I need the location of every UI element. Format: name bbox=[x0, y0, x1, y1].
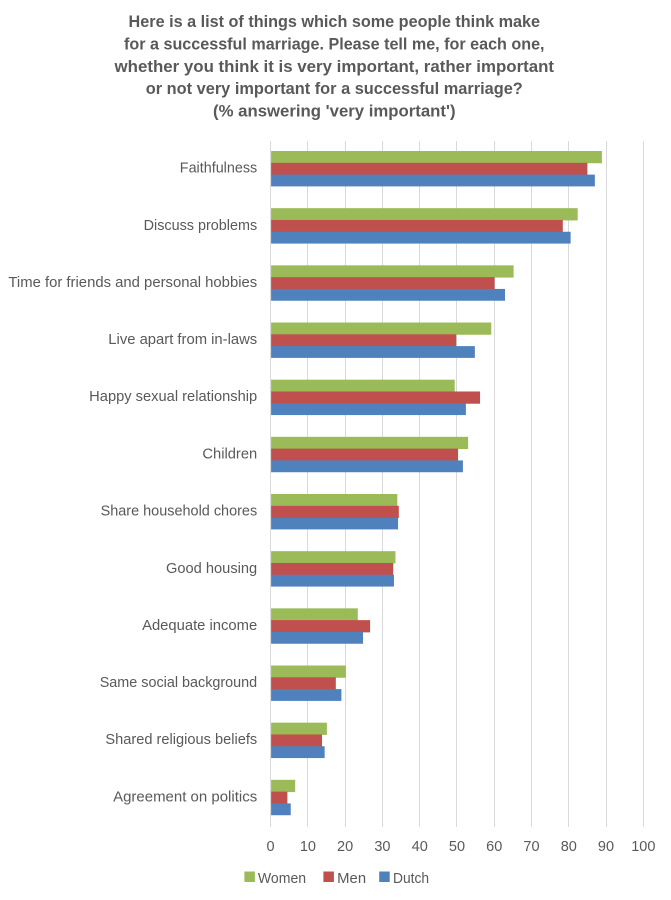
svg-text:Live apart from in-laws: Live apart from in-laws bbox=[108, 332, 257, 348]
svg-text:Time for friends and personal: Time for friends and personal hobbies bbox=[8, 275, 257, 291]
svg-text:Same social background: Same social background bbox=[100, 675, 258, 691]
svg-text:80: 80 bbox=[561, 839, 577, 855]
svg-text:Faithfulness: Faithfulness bbox=[180, 161, 257, 177]
svg-text:90: 90 bbox=[598, 839, 614, 855]
svg-text:Shared religious beliefs: Shared religious beliefs bbox=[105, 732, 257, 748]
svg-text:Good housing: Good housing bbox=[166, 561, 257, 577]
svg-text:Children: Children bbox=[202, 446, 257, 462]
svg-text:100: 100 bbox=[631, 839, 655, 855]
svg-text:Share household chores: Share household chores bbox=[101, 504, 258, 520]
svg-text:40: 40 bbox=[412, 839, 428, 855]
svg-text:20: 20 bbox=[337, 839, 353, 855]
svg-text:0: 0 bbox=[267, 839, 275, 855]
svg-text:Discuss problems: Discuss problems bbox=[144, 218, 258, 234]
svg-text:or not very important for a su: or not very important for a successful m… bbox=[146, 79, 523, 98]
svg-text:50: 50 bbox=[449, 839, 465, 855]
svg-text:Here is a list of things which: Here is a list of things which some peop… bbox=[129, 12, 541, 31]
svg-text:for a successful marriage. Ple: for a successful marriage. Please tell m… bbox=[124, 34, 545, 53]
svg-text:70: 70 bbox=[523, 839, 539, 855]
svg-text:Happy sexual relationship: Happy sexual relationship bbox=[89, 389, 257, 405]
svg-text:Adequate income: Adequate income bbox=[142, 618, 257, 634]
svg-text:Agreement on politics: Agreement on politics bbox=[113, 789, 257, 805]
svg-text:30: 30 bbox=[374, 839, 390, 855]
svg-text:10: 10 bbox=[300, 839, 316, 855]
svg-text:whether you think it is very i: whether you think it is very important, … bbox=[114, 57, 555, 76]
svg-text:Women: Women bbox=[258, 871, 306, 887]
svg-text:Men: Men bbox=[337, 871, 366, 887]
svg-text:Dutch: Dutch bbox=[393, 871, 429, 887]
svg-text:(% answering 'very important'): (% answering 'very important') bbox=[213, 102, 456, 121]
svg-text:60: 60 bbox=[486, 839, 502, 855]
